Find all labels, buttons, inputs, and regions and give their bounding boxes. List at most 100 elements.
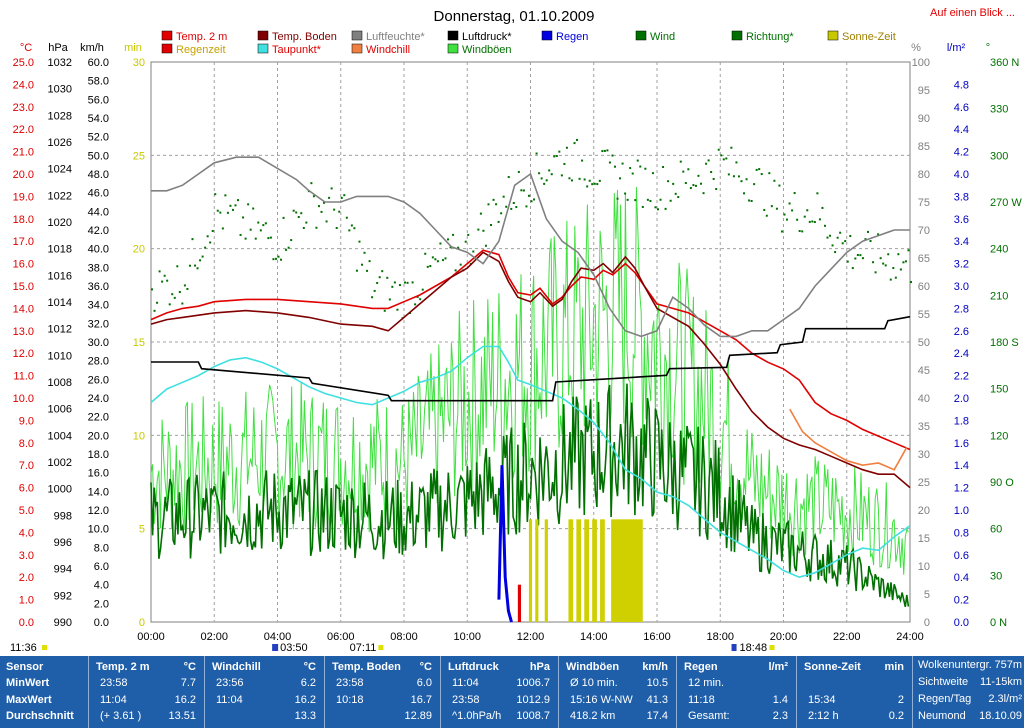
direction-dot [624, 192, 627, 195]
direction-dot [846, 260, 849, 263]
column-header: Temp. 2 m [96, 661, 150, 673]
direction-dot [269, 236, 272, 239]
direction-dot [568, 177, 571, 180]
x-tick-label: 04:00 [264, 631, 292, 643]
direction-dot [877, 233, 880, 236]
sun-tick-label: 20 [133, 244, 145, 256]
direction-dot [801, 230, 804, 233]
direction-dot [583, 178, 586, 181]
direction-dot [206, 235, 209, 238]
direction-dot [383, 309, 386, 312]
rain-tick-label: 3.6 [954, 214, 969, 226]
rain-unit: l/m² [947, 42, 966, 54]
x-tick-label: 02:00 [200, 631, 228, 643]
direction-dot [348, 229, 351, 232]
temp-tick-label: 4.0 [19, 527, 34, 539]
direction-dot [694, 184, 697, 187]
windchill-line [789, 408, 908, 471]
rain-tick-label: 1.2 [954, 483, 969, 495]
cell-label: Gesamt: [688, 710, 730, 722]
x-tick-label: 20:00 [770, 631, 798, 643]
direction-dot [636, 159, 639, 162]
sun-block [544, 519, 548, 622]
direction-dot [244, 237, 247, 240]
wind-unit: km/h [80, 42, 104, 54]
direction-dot [201, 255, 204, 258]
direction-dot [720, 154, 723, 157]
wind-tick-label: 26.0 [88, 374, 109, 386]
direction-dot [897, 253, 900, 256]
direction-dot [414, 303, 417, 306]
direction-dot [621, 162, 624, 165]
direction-dot [312, 195, 315, 198]
direction-dot [626, 198, 629, 201]
direction-dot [649, 199, 652, 202]
direction-dot [459, 263, 462, 266]
top-link[interactable]: Auf einen Blick ... [930, 7, 1015, 19]
direction-dot [866, 230, 869, 233]
direction-dot [750, 199, 753, 202]
direction-dot [806, 209, 809, 212]
direction-dot [431, 256, 434, 259]
sun-block [535, 519, 539, 622]
pressure-tick-label: 1026 [48, 137, 72, 149]
temp-tick-label: 19.0 [13, 191, 34, 203]
direction-tick-label: 90 O [990, 477, 1014, 489]
humidity-tick-label: 70 [918, 225, 930, 237]
direction-dot [520, 189, 523, 192]
direction-dot [899, 268, 902, 271]
direction-dot [786, 218, 789, 221]
cell-value: 2 [897, 694, 904, 706]
direction-dot [548, 169, 551, 172]
info-value: 11-15km [980, 676, 1022, 688]
temp-tick-label: 9.0 [19, 415, 34, 427]
direction-dot [419, 298, 422, 301]
cell-value: 6.0 [416, 677, 432, 689]
rain-tick-label: 0.8 [954, 527, 969, 539]
humidity-tick-label: 0 [924, 617, 930, 629]
direction-dot [662, 165, 665, 168]
cell-value: 7.7 [180, 677, 196, 689]
humidity-tick-label: 75 [918, 197, 930, 209]
cell-value: 16.2 [174, 694, 196, 706]
direction-dot [226, 211, 229, 214]
direction-dot [887, 253, 890, 256]
pressure-tick-label: 1000 [48, 484, 72, 496]
direction-dot [745, 178, 748, 181]
column-unit: hPa [529, 661, 550, 673]
humidity-unit: % [911, 42, 921, 54]
legend-swatch [351, 30, 363, 41]
rain-tick-label: 4.8 [954, 79, 969, 91]
legend-swatch [731, 30, 743, 41]
direction-dot [755, 168, 758, 171]
humidity-tick-label: 65 [918, 253, 930, 265]
direction-dot [783, 213, 786, 216]
direction-dot [257, 221, 260, 224]
cell-value: 16.7 [410, 694, 432, 706]
direction-dot [355, 269, 358, 272]
legend-swatch [351, 43, 363, 54]
stats-column: Windchill °C 23:56 6.2 11:04 16.2 13.3 [206, 656, 325, 728]
direction-dot [861, 257, 864, 260]
rain-tick-label: 0.4 [954, 572, 969, 584]
direction-dot [823, 224, 826, 227]
sun-tick-label: 0 [139, 617, 145, 629]
cell-value: 1.4 [772, 694, 788, 706]
x-tick-label: 08:00 [390, 631, 418, 643]
legend-swatch [541, 30, 553, 41]
direction-dot [242, 216, 245, 219]
direction-dot [611, 154, 614, 157]
direction-dot [345, 216, 348, 219]
direction-dot [153, 309, 156, 312]
direction-dot [732, 175, 735, 178]
direction-dot [591, 183, 594, 186]
direction-dot [194, 264, 197, 267]
direction-tick-label: 150 [990, 384, 1008, 396]
legend-label: Temp. Boden [272, 31, 337, 43]
sunrise-label: 07:11 [350, 642, 377, 654]
x-tick-label: 10:00 [453, 631, 481, 643]
wind-tick-label: 18.0 [88, 449, 109, 461]
info-label: Wolkenuntergr. [918, 659, 992, 671]
direction-dot [533, 198, 536, 201]
direction-dot [512, 201, 515, 204]
